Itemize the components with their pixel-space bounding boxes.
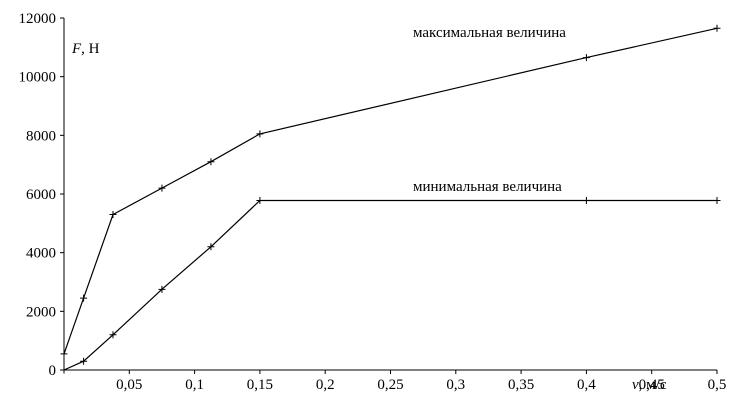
x-tick-label: 0,3 [446,377,465,393]
x-tick-label: 0,1 [185,377,204,393]
data-point-marker [713,24,721,32]
data-point-marker [158,184,166,192]
x-tick-label: 0,15 [247,377,273,393]
series-line-1 [63,199,717,371]
data-point-marker [80,357,88,365]
x-ticks: 0,05 0,1 0,15 0,2 0,25 0,3 0,35 0,4 0,45 0,5 [116,370,726,393]
data-point-marker [158,285,166,293]
y-tick-label: 2000 [26,304,56,320]
y-ticks: 0 2000 4000 6000 8000 10000 12000 [19,11,64,379]
data-point-marker [256,130,264,138]
x-tick-label: 0,35 [508,377,534,393]
data-point-marker [80,294,88,302]
series-label-min: минимальная величина [413,179,562,195]
data-point-marker [109,211,117,219]
axes [63,18,717,371]
x-tick-label: 0,05 [116,377,142,393]
data-point-marker [256,196,264,204]
y-tick-label: 8000 [26,128,56,144]
y-axis-label: F, Н [71,41,100,57]
x-tick-label: 0,25 [377,377,403,393]
data-point-marker [109,331,117,339]
data-point-marker [207,243,215,251]
y-tick-label: 4000 [26,246,56,262]
y-axis-symbol: F [71,41,82,57]
data-point-marker [60,350,68,358]
x-axis-unit: , м/с [639,377,667,393]
y-axis-unit: , Н [81,41,100,57]
series-line-0 [63,27,718,355]
y-tick-label: 10000 [19,70,57,86]
y-tick-label: 12000 [19,11,57,27]
x-tick-label: 0,4 [577,377,596,393]
x-tick-label: 0,5 [708,377,727,393]
series-label-max: максимальная величина [413,25,566,41]
series-layer [60,24,721,374]
data-point-marker [207,158,215,166]
data-point-marker [713,196,721,204]
data-point-marker [60,366,68,374]
data-point-marker [582,196,590,204]
y-tick-label: 0 [49,363,57,379]
data-point-marker [582,54,590,62]
y-tick-label: 6000 [26,187,56,203]
x-tick-label: 0,2 [316,377,335,393]
x-axis-symbol: v [632,377,639,393]
x-axis-label: v, м/с [632,377,667,393]
x-tick-label: 0,45 [639,377,665,393]
